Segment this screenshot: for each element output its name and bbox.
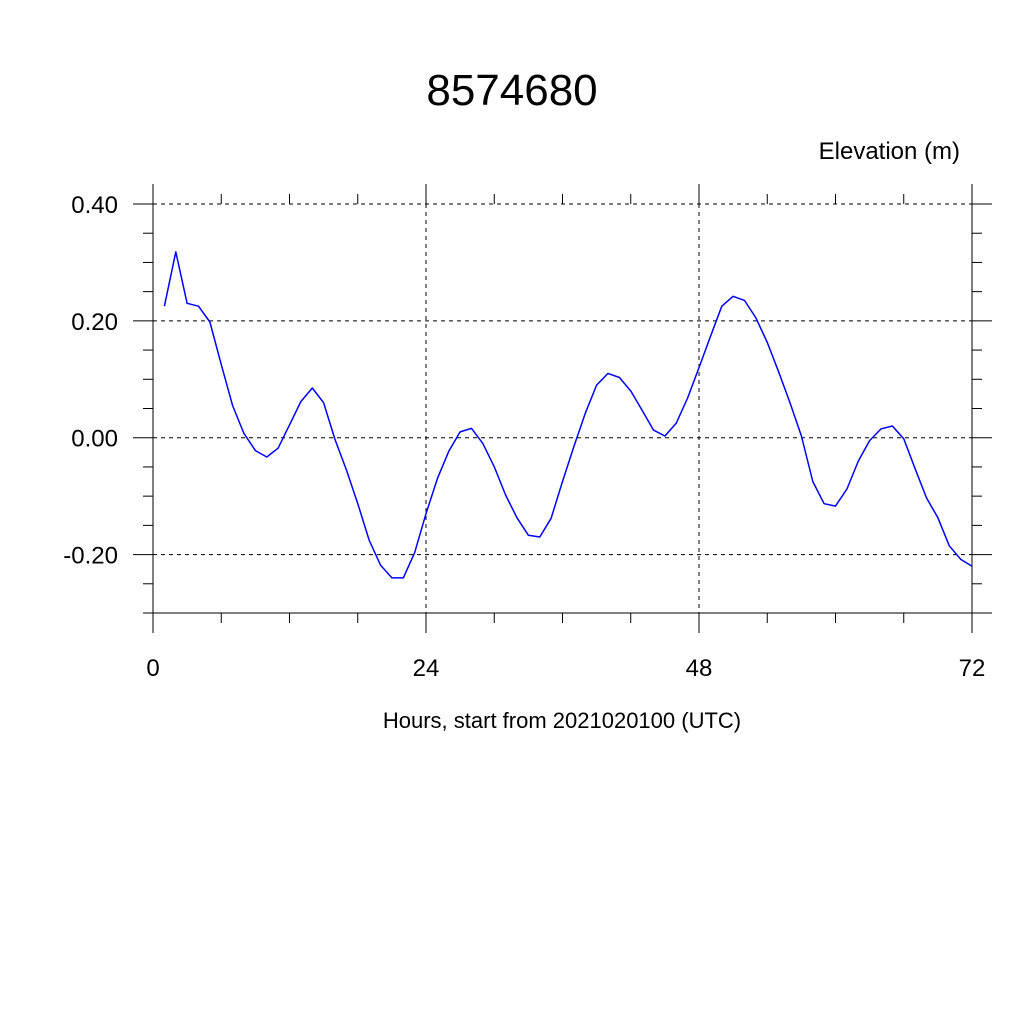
x-tick-label: 72 (959, 655, 986, 682)
y-axis-label: Elevation (m) (818, 138, 960, 165)
x-tick-label: 0 (146, 655, 159, 682)
y-tick-label: 0.20 (71, 309, 118, 336)
x-axis-label: Hours, start from 2021020100 (UTC) (382, 708, 742, 733)
y-tick-label: -0.20 (63, 543, 118, 570)
chart-title: 8574680 (426, 66, 598, 115)
x-tick-label: 48 (686, 655, 713, 682)
y-tick-label: 0.00 (71, 426, 118, 453)
x-tick-label: 24 (413, 655, 440, 682)
series-line (163, 251, 973, 579)
y-tick-label: 0.40 (71, 192, 118, 219)
